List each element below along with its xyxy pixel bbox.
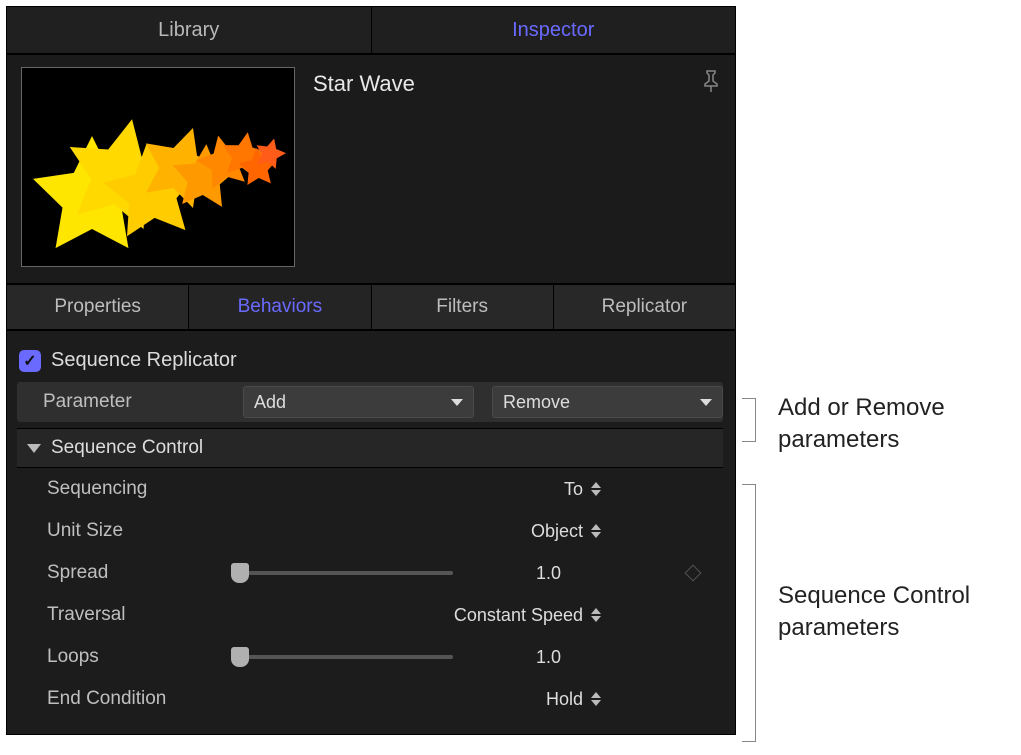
tab-properties[interactable]: Properties	[7, 285, 189, 329]
param-value[interactable]: Constant Speed	[454, 605, 583, 626]
tab-behaviors[interactable]: Behaviors	[189, 285, 371, 329]
param-end-condition: End Condition Hold	[17, 678, 723, 720]
param-loops: Loops 1.0	[17, 636, 723, 678]
object-title: Star Wave	[313, 67, 721, 97]
tab-library[interactable]: Library	[7, 7, 372, 53]
parameter-add-dropdown[interactable]: Add	[243, 386, 474, 418]
stepper-icon[interactable]	[591, 482, 601, 496]
sequence-control-header[interactable]: Sequence Control	[17, 428, 723, 468]
chevron-down-icon	[700, 399, 712, 406]
param-unit-size: Unit Size Object	[17, 510, 723, 552]
param-label: Sequencing	[47, 478, 233, 500]
param-label: Loops	[47, 646, 233, 668]
param-label: Spread	[47, 562, 233, 584]
preview-thumbnail	[21, 67, 295, 267]
callout-add-remove: Add or Remove parameters	[778, 392, 945, 457]
param-label: Traversal	[47, 604, 233, 626]
behavior-enable-checkbox[interactable]	[19, 350, 41, 372]
tab-inspector[interactable]: Inspector	[372, 7, 736, 53]
tab-replicator[interactable]: Replicator	[554, 285, 735, 329]
stepper-icon[interactable]	[591, 608, 601, 622]
slider-thumb[interactable]	[231, 563, 249, 583]
top-tabs: Library Inspector	[7, 7, 735, 55]
parameter-remove-dropdown[interactable]: Remove	[492, 386, 723, 418]
param-traversal: Traversal Constant Speed	[17, 594, 723, 636]
param-spread: Spread 1.0	[17, 552, 723, 594]
dropdown-value: Remove	[503, 392, 570, 413]
loops-slider[interactable]	[233, 655, 453, 659]
dropdown-value: Add	[254, 392, 286, 413]
sequence-control-title: Sequence Control	[51, 437, 203, 459]
spread-slider[interactable]	[233, 571, 453, 575]
star-wave-preview	[22, 68, 295, 267]
parameter-label: Parameter	[43, 391, 243, 413]
param-value[interactable]: Object	[531, 521, 583, 542]
behavior-name: Sequence Replicator	[51, 349, 237, 372]
stepper-icon[interactable]	[591, 692, 601, 706]
tab-filters[interactable]: Filters	[372, 285, 554, 329]
callout-bracket	[742, 398, 756, 442]
callout-bracket	[742, 484, 756, 742]
param-value[interactable]: 1.0	[501, 647, 561, 668]
param-label: Unit Size	[47, 520, 233, 542]
inspector-panel: Library Inspector Star Wave Properties B…	[6, 6, 736, 735]
disclosure-triangle-icon	[27, 444, 41, 453]
param-value[interactable]: 1.0	[501, 563, 561, 584]
param-sequencing: Sequencing To	[17, 468, 723, 510]
slider-thumb[interactable]	[231, 647, 249, 667]
section-tabs: Properties Behaviors Filters Replicator	[7, 285, 735, 331]
param-label: End Condition	[47, 688, 233, 710]
param-value[interactable]: Hold	[546, 689, 583, 710]
behaviors-body: Sequence Replicator Parameter Add Remove…	[7, 331, 735, 734]
keyframe-well-icon[interactable]	[685, 565, 702, 582]
behavior-group-header: Sequence Replicator	[17, 343, 723, 382]
callout-sequence-control: Sequence Control parameters	[778, 580, 970, 645]
stepper-icon[interactable]	[591, 524, 601, 538]
param-value[interactable]: To	[564, 479, 583, 500]
parameter-row: Parameter Add Remove	[17, 382, 723, 422]
chevron-down-icon	[451, 399, 463, 406]
preview-row: Star Wave	[7, 55, 735, 285]
pin-icon[interactable]	[701, 69, 721, 98]
